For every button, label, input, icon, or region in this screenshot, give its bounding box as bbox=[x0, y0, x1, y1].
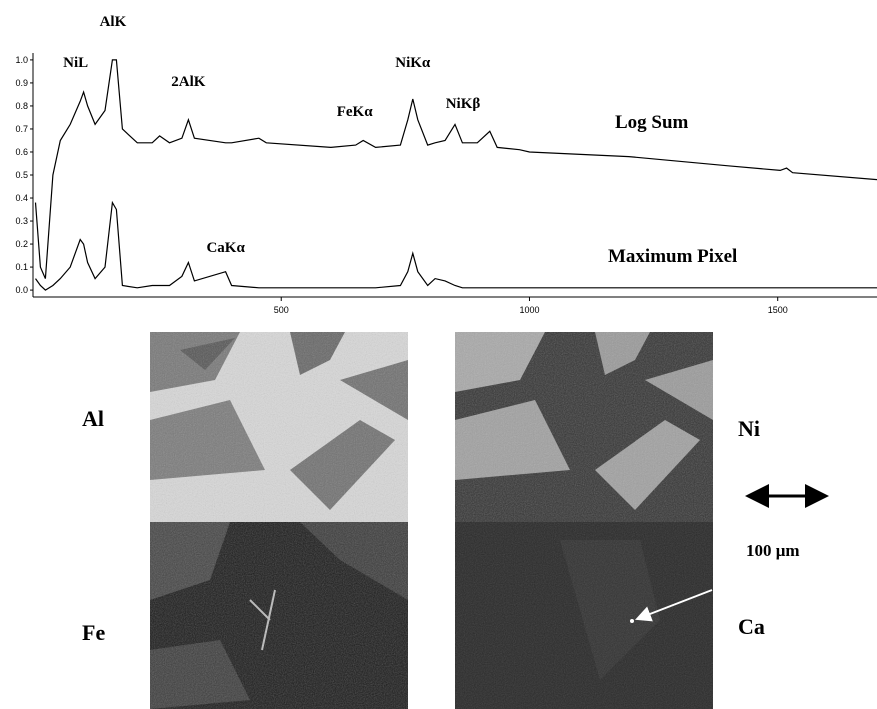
scale-bar-label: 100 μm bbox=[746, 541, 800, 560]
y-tick-label: 0.4 bbox=[15, 193, 28, 203]
y-tick-label: 0.1 bbox=[15, 262, 28, 272]
y-tick-label: 0.5 bbox=[15, 170, 28, 180]
figure: 100 μm 0.0 0.1 0.2 0.3 0.4 0.5 0.6 0.7 0.8 0.9 1.0… bbox=[0, 0, 877, 709]
y-tick-label: 1.0 bbox=[15, 55, 28, 65]
map-label: Ca bbox=[738, 614, 765, 639]
peak-label: 2AlK bbox=[171, 74, 206, 90]
map-label: Fe bbox=[82, 620, 105, 645]
y-tick-label: 0.7 bbox=[15, 124, 28, 134]
page: {"chart_data": {"type": "line", "x": [5,… bbox=[0, 0, 877, 709]
fe-map bbox=[150, 522, 408, 709]
ni-map bbox=[455, 332, 713, 522]
spectrum-line bbox=[36, 203, 877, 291]
y-tick-label: 0.0 bbox=[15, 285, 28, 295]
map-label: Ni bbox=[738, 416, 760, 441]
ca-map bbox=[455, 522, 713, 709]
element-maps: 100 μm bbox=[150, 332, 826, 709]
y-tick-label: 0.6 bbox=[15, 147, 28, 157]
y-tick-label: 0.8 bbox=[15, 101, 28, 111]
x-tick-label: 1500 bbox=[768, 305, 788, 315]
peak-label: NiL bbox=[63, 55, 88, 71]
y-tick-label: 0.2 bbox=[15, 239, 28, 249]
x-tick-label: 500 bbox=[274, 305, 289, 315]
x-tick-label: 1000 bbox=[519, 305, 539, 315]
peak-label: NiKα bbox=[395, 55, 431, 71]
peak-label: NiKβ bbox=[446, 96, 481, 112]
series-label: Log Sum bbox=[615, 112, 689, 133]
y-tick-label: 0.9 bbox=[15, 78, 28, 88]
al-map bbox=[150, 332, 408, 522]
peak-label: CaKα bbox=[206, 240, 245, 256]
y-tick-label: 0.3 bbox=[15, 216, 28, 226]
peak-label: FeKα bbox=[337, 104, 373, 120]
map-label: Al bbox=[82, 406, 104, 431]
peak-label: AlK bbox=[100, 14, 127, 30]
series-label: Maximum Pixel bbox=[608, 246, 737, 267]
spectrum-line bbox=[36, 60, 877, 279]
